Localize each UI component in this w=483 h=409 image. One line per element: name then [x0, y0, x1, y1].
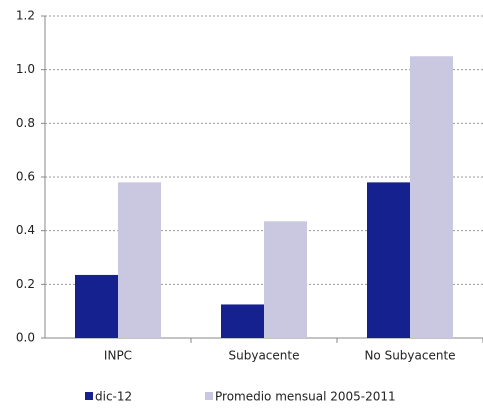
y-tick-label: 1.0	[16, 62, 35, 76]
bar	[367, 182, 410, 338]
y-tick-label: 0.0	[16, 331, 35, 345]
bar	[410, 56, 453, 338]
y-tick-label: 0.4	[16, 223, 35, 237]
x-tick-label: INPC	[104, 349, 132, 363]
x-tick-label: Subyacente	[229, 349, 300, 363]
y-tick-label: 0.6	[16, 170, 35, 184]
x-tick-label: No Subyacente	[364, 349, 455, 363]
legend-label: Promedio mensual 2005-2011	[215, 390, 396, 404]
legend-swatch	[205, 392, 213, 400]
bar	[118, 182, 161, 338]
legend-swatch	[85, 392, 93, 400]
bar	[264, 221, 307, 338]
bar	[75, 274, 118, 338]
legend-label: dic-12	[95, 390, 132, 404]
bar	[221, 304, 264, 338]
y-tick-label: 0.8	[16, 116, 35, 130]
y-tick-label: 0.2	[16, 277, 35, 291]
y-tick-label: 1.2	[16, 9, 35, 23]
